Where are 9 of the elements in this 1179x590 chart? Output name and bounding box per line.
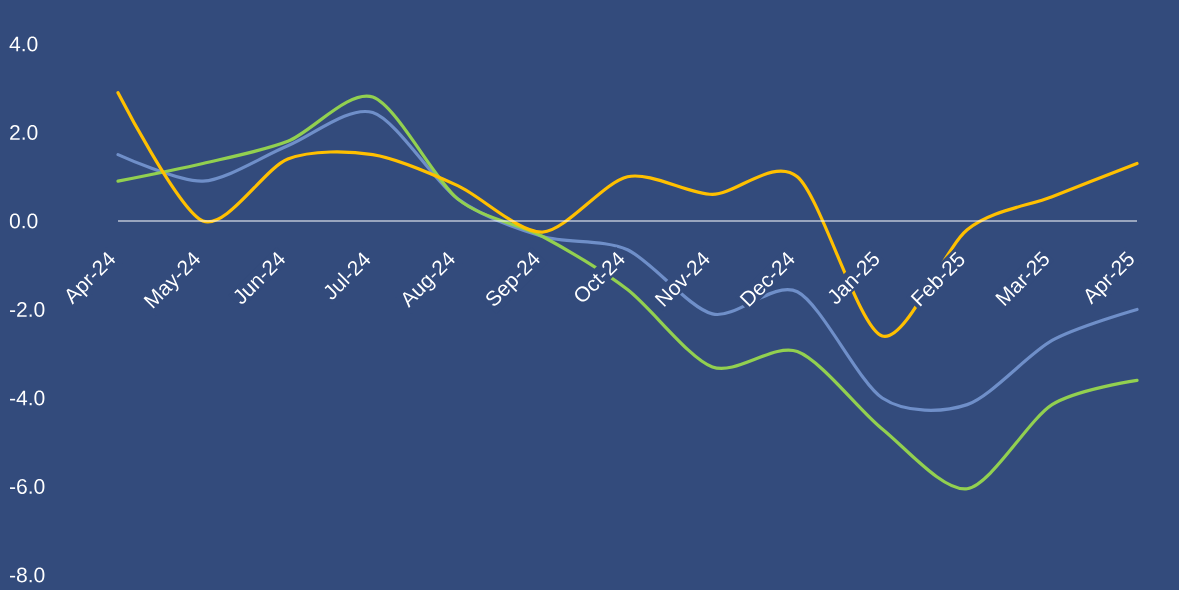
y-tick-label: 2.0 (10, 125, 38, 140)
line-series (116, 95, 1139, 491)
y-tick-label: -8.0 (10, 567, 45, 583)
y-tick-label: -2.0 (10, 302, 45, 317)
y-tick-label: 0.0 (9, 213, 38, 229)
line-series (116, 91, 1139, 338)
y-tick-label: -6.0 (10, 479, 45, 494)
y-tick-label: -4.0 (10, 390, 45, 406)
y-tick-label: 4.0 (9, 36, 38, 52)
